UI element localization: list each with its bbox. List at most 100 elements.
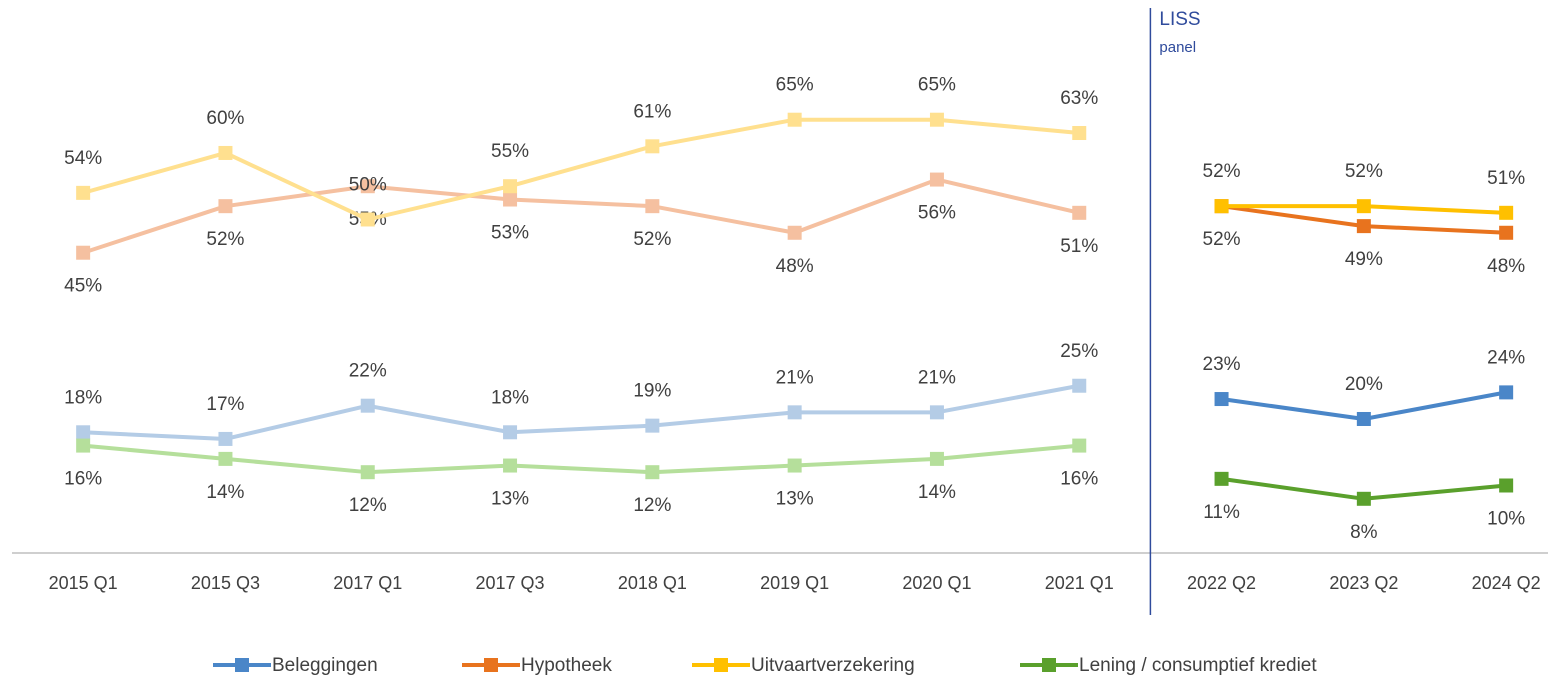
marker: [929, 451, 944, 466]
marker: [1214, 471, 1229, 486]
marker: [503, 458, 518, 473]
data-label: 52%: [1203, 161, 1241, 182]
marker: [76, 185, 91, 200]
legend-label: Uitvaartverzekering: [751, 655, 915, 676]
marker: [1499, 385, 1514, 400]
marker: [1356, 491, 1371, 506]
marker: [929, 172, 944, 187]
marker: [1072, 378, 1087, 393]
data-label: 63%: [1060, 88, 1098, 109]
legend-label: Beleggingen: [272, 655, 378, 676]
legend-marker: [1042, 658, 1056, 672]
marker: [1356, 219, 1371, 234]
series-line: [82, 177, 1080, 255]
data-label: 25%: [1060, 341, 1098, 362]
data-label: 65%: [776, 75, 814, 96]
annotation: LISS: [1159, 9, 1200, 30]
marker: [503, 192, 518, 207]
data-label: 19%: [633, 381, 671, 402]
marker: [76, 438, 91, 453]
data-label: 45%: [64, 276, 102, 297]
data-label: 52%: [1345, 161, 1383, 182]
marker: [929, 112, 944, 127]
data-label: 18%: [491, 387, 529, 408]
marker: [645, 418, 660, 433]
data-label: 8%: [1350, 522, 1378, 543]
data-label: 18%: [64, 387, 102, 408]
data-label: 51%: [1060, 236, 1098, 257]
data-label: 13%: [491, 489, 529, 510]
marker: [503, 179, 518, 194]
marker: [1072, 438, 1087, 453]
data-label: 23%: [1203, 354, 1241, 375]
legend-label: Hypotheek: [521, 655, 612, 676]
marker: [645, 139, 660, 154]
series-line: [82, 443, 1080, 475]
marker: [787, 405, 802, 420]
series-line: [83, 383, 1080, 441]
marker: [645, 465, 660, 480]
data-label: 11%: [1203, 502, 1240, 523]
marker: [1356, 199, 1371, 214]
data-label: 12%: [633, 495, 671, 516]
data-label: 10%: [1487, 509, 1525, 530]
marker: [1214, 392, 1229, 407]
x-tick-label: 2015 Q3: [191, 573, 260, 593]
marker: [1072, 205, 1087, 220]
data-label: 12%: [349, 495, 387, 516]
marker: [1072, 126, 1087, 141]
marker: [360, 212, 375, 227]
x-tick-label: 2018 Q1: [618, 573, 687, 593]
data-label: 49%: [1345, 249, 1383, 270]
data-label: 48%: [1487, 256, 1525, 277]
data-label: 65%: [918, 75, 956, 96]
marker: [360, 465, 375, 480]
marker: [360, 179, 375, 194]
x-tick-label: 2017 Q3: [476, 573, 545, 593]
marker: [787, 112, 802, 127]
data-label: 51%: [1487, 168, 1525, 189]
legend-marker: [235, 658, 249, 672]
x-tick-label: 2021 Q1: [1045, 573, 1114, 593]
data-label: 13%: [776, 489, 814, 510]
data-label: 21%: [918, 367, 956, 388]
x-tick-label: 2020 Q1: [902, 573, 971, 593]
marker: [76, 245, 91, 260]
data-label: 24%: [1487, 347, 1525, 368]
data-label: 16%: [1060, 469, 1098, 490]
data-label: 55%: [491, 141, 529, 162]
data-label: 56%: [918, 203, 956, 224]
data-label: 17%: [206, 394, 244, 415]
data-label: 21%: [776, 367, 814, 388]
marker: [503, 425, 518, 440]
data-label: 54%: [64, 148, 102, 169]
data-label: 50%: [349, 174, 387, 195]
data-label: 20%: [1345, 374, 1383, 395]
data-label: 61%: [633, 101, 671, 122]
data-label: 52%: [206, 229, 244, 250]
data-label: 53%: [491, 223, 529, 244]
annotation-sub: panel: [1159, 39, 1196, 56]
x-tick-label: 2024 Q2: [1472, 573, 1541, 593]
data-label: 60%: [206, 108, 244, 129]
series-line: [82, 117, 1080, 222]
marker: [360, 398, 375, 413]
marker: [1499, 205, 1514, 220]
marker: [1356, 411, 1371, 426]
marker: [929, 405, 944, 420]
data-label: 14%: [206, 482, 244, 503]
marker: [218, 145, 233, 160]
marker: [1499, 478, 1514, 493]
x-tick-label: 2023 Q2: [1329, 573, 1398, 593]
marker: [218, 199, 233, 214]
x-tick-label: 2017 Q1: [333, 573, 402, 593]
marker: [76, 425, 91, 440]
marker: [218, 431, 233, 446]
legend-label: Lening / consumptief krediet: [1079, 655, 1317, 676]
data-label: 22%: [349, 361, 387, 382]
marker: [1214, 199, 1229, 214]
data-label: 48%: [776, 256, 814, 277]
data-label: 16%: [64, 469, 102, 490]
marker: [218, 451, 233, 466]
